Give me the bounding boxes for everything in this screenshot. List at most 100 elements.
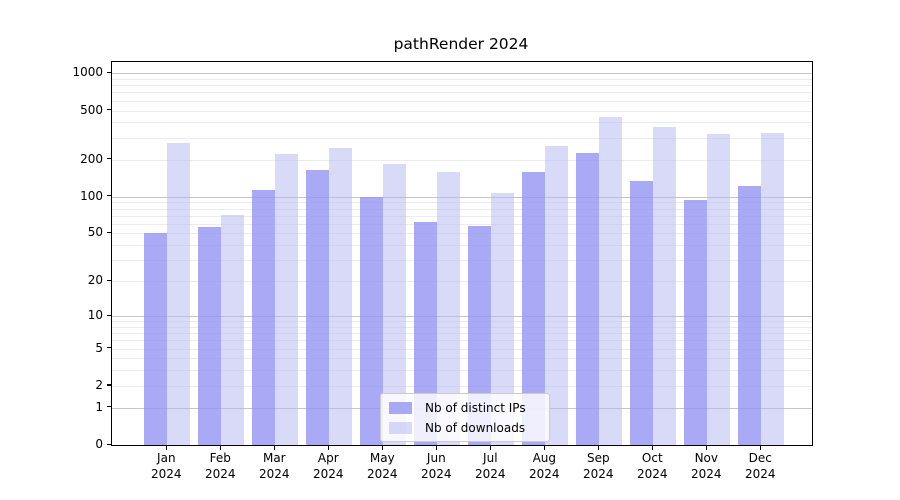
legend-swatch-downloads-icon [389, 421, 412, 434]
bar-distinct-ips-sep [576, 153, 600, 445]
x-tick-mark-aug [543, 446, 546, 450]
y-tick-label-100: 100 [80, 188, 103, 203]
bar-distinct-ips-dec [738, 186, 762, 445]
y-tick-mark-0 [107, 443, 111, 445]
bar-distinct-ips-oct [630, 181, 654, 445]
y-tick-label-0: 0 [95, 437, 103, 451]
gridline-minor-4 [112, 358, 812, 360]
bar-downloads-jan [167, 142, 191, 445]
x-tick-mark-may [381, 446, 384, 450]
bar-downloads-feb [221, 214, 245, 445]
gridline-minor-5 [112, 348, 812, 350]
gridline-minor-200 [112, 159, 812, 161]
chart-title: pathRender 2024 [393, 35, 529, 53]
y-tick-label-500: 500 [80, 102, 103, 117]
y-tick-label-1: 1 [95, 399, 103, 414]
x-tick-label-nov: Nov 2024 [691, 451, 722, 481]
bar-distinct-ips-apr [306, 169, 330, 445]
x-tick-label-oct: Oct 2024 [637, 451, 668, 481]
y-tick-mark-1 [107, 406, 111, 408]
bar-distinct-ips-aug [522, 171, 546, 445]
gridline-minor-6 [112, 340, 812, 342]
gridline-minor-900 [112, 78, 812, 80]
grid-layer [112, 62, 812, 445]
y-tick-label-10: 10 [87, 308, 103, 322]
x-tick-label-sep: Sep 2024 [583, 451, 614, 481]
x-tick-mark-jul [489, 446, 492, 450]
bar-distinct-ips-jun [414, 222, 438, 445]
y-tick-mark-2 [107, 384, 111, 386]
gridline-major-100 [112, 196, 812, 198]
legend-swatch-distinct-ips-icon [389, 401, 412, 414]
y-tick-mark-20 [107, 279, 111, 281]
legend-label-distinct-ips: Nb of distinct IPs [425, 400, 526, 415]
gridline-minor-3 [112, 370, 812, 372]
gridline-minor-9 [112, 321, 812, 323]
bar-downloads-may [383, 164, 407, 445]
bar-downloads-oct [653, 126, 677, 445]
x-tick-mark-apr [327, 446, 330, 450]
bar-distinct-ips-feb [198, 226, 222, 445]
gridline-major-10 [112, 316, 812, 317]
gridline-minor-40 [112, 245, 812, 247]
gridline-minor-30 [112, 260, 812, 262]
gridline-minor-8 [112, 326, 812, 328]
x-tick-label-aug: Aug 2024 [529, 451, 560, 481]
bar-distinct-ips-jul [468, 225, 492, 445]
y-tick-label-200: 200 [80, 151, 103, 166]
gridline-major-1000 [112, 73, 812, 75]
legend-item-distinct-ips: Nb of distinct IPs [389, 399, 541, 416]
gridline-minor-70 [112, 215, 812, 217]
y-tick-label-20: 20 [87, 273, 103, 288]
gridline-minor-90 [112, 202, 812, 204]
y-tick-mark-5 [107, 347, 111, 349]
x-tick-label-jul: Jul 2024 [475, 451, 506, 481]
x-tick-mark-jun [435, 446, 438, 450]
gridline-minor-80 [112, 208, 812, 210]
y-tick-mark-200 [107, 158, 111, 160]
bar-downloads-dec [761, 133, 785, 445]
x-tick-mark-jan [165, 446, 168, 450]
gridline-minor-500 [112, 110, 812, 112]
gridline-minor-20 [112, 281, 812, 283]
gridline-minor-400 [112, 122, 812, 124]
y-tick-label-2: 2 [95, 377, 103, 392]
x-tick-mark-sep [597, 446, 600, 450]
x-tick-mark-nov [705, 446, 708, 450]
y-tick-mark-500 [107, 109, 111, 111]
x-tick-mark-mar [273, 446, 276, 450]
y-tick-mark-50 [107, 231, 111, 234]
y-tick-mark-100 [107, 195, 111, 197]
gridline-minor-800 [112, 85, 812, 87]
x-tick-label-jun: Jun 2024 [421, 451, 452, 481]
y-tick-mark-1000 [107, 71, 111, 73]
x-tick-label-dec: Dec 2024 [745, 451, 776, 481]
bar-distinct-ips-may [360, 196, 384, 445]
bar-distinct-ips-nov [684, 199, 708, 445]
x-tick-label-apr: Apr 2024 [313, 451, 344, 481]
y-tick-label-1000: 1000 [72, 65, 103, 80]
gridline-minor-2 [112, 385, 812, 387]
x-tick-label-feb: Feb 2024 [205, 451, 236, 481]
legend-label-downloads: Nb of downloads [425, 420, 526, 435]
gridline-minor-700 [112, 92, 812, 94]
legend-item-downloads: Nb of downloads [389, 419, 541, 436]
gridline-minor-600 [112, 100, 812, 102]
gridline-minor-300 [112, 137, 812, 139]
legend: Nb of distinct IPs Nb of downloads [380, 393, 550, 442]
plot-area: Nb of distinct IPs Nb of downloads [111, 61, 813, 446]
bar-downloads-mar [275, 154, 299, 445]
bar-downloads-apr [329, 148, 353, 445]
bar-downloads-jul [491, 192, 515, 445]
x-tick-label-may: May 2024 [367, 451, 398, 481]
bar-downloads-aug [545, 145, 569, 445]
y-tick-mark-10 [107, 314, 111, 316]
gridline-minor-60 [112, 223, 812, 225]
bar-distinct-ips-mar [252, 189, 276, 445]
y-tick-label-50: 50 [87, 225, 103, 240]
x-tick-label-mar: Mar 2024 [259, 451, 290, 481]
x-tick-mark-dec [759, 446, 762, 450]
bar-downloads-jun [437, 172, 461, 445]
x-tick-mark-feb [219, 446, 222, 450]
